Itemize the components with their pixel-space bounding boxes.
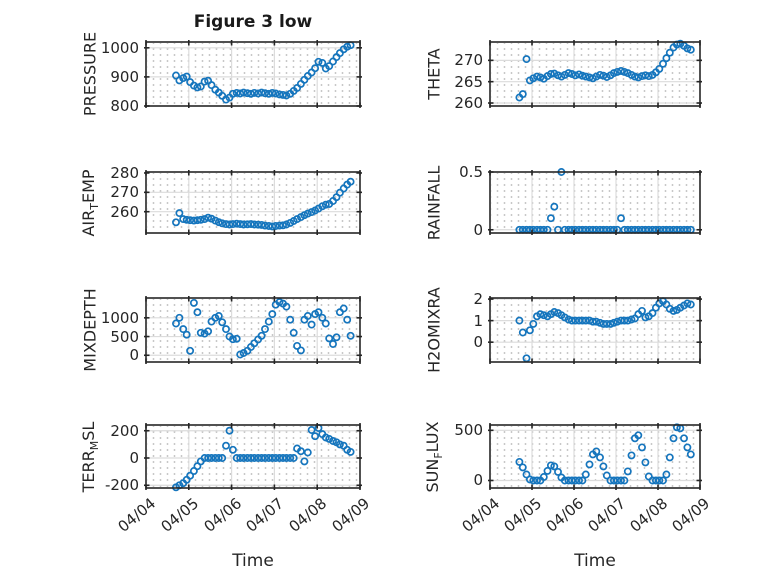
x-tick-label: 04/09 [668, 494, 714, 536]
x-tick-label: 04/08 [626, 494, 672, 536]
subplot-terr-msl: -200 0 200 TERRMSL 04/04 04/05 04/06 04/07 04/08… [79, 421, 373, 536]
y-tick-label: -200 [104, 476, 139, 495]
subplot-pressure: 800 900 1000 PRESSURE [81, 32, 362, 116]
y-axis-label-mixdepth: MIXDEPTH [80, 288, 100, 372]
axes-box [489, 41, 701, 107]
y-tick-label: 1 [473, 311, 483, 330]
plot-area-pressure [144, 40, 362, 108]
plot-area-terr-msl [144, 423, 362, 492]
y-tick-label: 900 [110, 67, 139, 86]
y-axis-label-air-temp: AIRTEMP [78, 168, 102, 237]
y-tick-label: 265 [454, 72, 483, 91]
data-points [515, 168, 695, 234]
figure-title: Figure 3 low [193, 12, 313, 32]
axes-box [489, 171, 701, 234]
subplot-sun-flux: 0 500 SUNFLUX 04/04 04/05 04/06 04/07 04/08 04/0… [423, 421, 713, 536]
data-points [172, 298, 355, 359]
y-tick-label: 0 [129, 449, 139, 467]
y-axis-label-h2omixra: H2OMIXRA [424, 287, 444, 373]
x-tick-label: 04/07 [584, 494, 630, 536]
y-tick-label: 1000 [100, 38, 139, 57]
data-points [515, 423, 695, 485]
x-axis-label-right: Time [574, 551, 616, 571]
y-tick-label: 500 [454, 421, 483, 440]
x-axis-label-left: Time [232, 551, 274, 571]
x-tick-label: 04/04 [114, 494, 160, 536]
y-tick-label: 270 [454, 51, 483, 70]
y-tick-label: 0 [473, 333, 483, 352]
subplot-mixdepth: 0 500 1000 MIXDEPTH [81, 288, 362, 372]
x-tick-label: 04/06 [200, 494, 245, 536]
x-tick-label: 04/08 [285, 494, 331, 536]
y-tick-label: 2 [473, 290, 483, 309]
axes-box [145, 171, 361, 234]
plot-area-h2omixra [488, 296, 702, 364]
plot-area-rainfall [488, 168, 702, 235]
y-axis-label-pressure: PRESSURE [80, 31, 100, 117]
y-axis-label-rainfall: RAINFALL [424, 165, 444, 240]
data-points [515, 297, 695, 363]
subplot-theta: 260 265 270 THETA [425, 39, 702, 112]
minor-grid [491, 173, 699, 232]
axes-box [145, 41, 361, 107]
plot-area-sun-flux [488, 423, 702, 490]
y-axis-label-theta: THETA [424, 48, 444, 100]
x-tick-label: 04/07 [242, 494, 288, 536]
y-tick-label: 260 [110, 202, 139, 221]
x-tick-label: 04/04 [458, 494, 504, 536]
y-tick-label: 200 [110, 421, 139, 440]
data-points [172, 41, 355, 104]
plot-area-theta [488, 39, 702, 108]
x-tick-label: 04/05 [157, 494, 202, 536]
x-tick-label: 04/09 [328, 494, 374, 536]
y-tick-label: 500 [110, 327, 139, 346]
y-axis-label-sun-flux: SUNFLUX [422, 421, 446, 492]
y-tick-label: 270 [110, 183, 139, 202]
x-tick-label: 04/06 [542, 494, 588, 536]
y-tick-label: 260 [454, 94, 483, 112]
subplot-air-temp: 260 270 280 AIRTEMP [79, 164, 362, 236]
axes-box [489, 424, 701, 489]
y-tick-label: 1000 [100, 308, 139, 327]
minor-grid [147, 43, 359, 105]
y-tick-label: 0 [473, 471, 483, 490]
plot-area-air-temp [144, 170, 362, 235]
y-tick-label: 0 [129, 346, 139, 365]
minor-grid [147, 299, 359, 361]
y-tick-label: 0.5 [459, 163, 483, 181]
y-tick-label: 0 [473, 220, 483, 239]
y-tick-label: 800 [110, 97, 139, 115]
data-points [515, 39, 695, 102]
data-points [172, 177, 355, 231]
axes-box [489, 297, 701, 363]
axes-box [145, 424, 361, 489]
x-tick-label: 04/05 [500, 494, 546, 536]
subplot-rainfall: 0 0.5 RAINFALL [425, 163, 702, 240]
y-tick-label: 280 [110, 163, 139, 182]
axes-box [145, 297, 361, 363]
plot-area-mixdepth [144, 296, 362, 364]
y-axis-label-terr-msl: TERRMSL [78, 421, 102, 492]
subplot-h2omixra: 0 1 2 H2OMIXRA [425, 287, 702, 373]
